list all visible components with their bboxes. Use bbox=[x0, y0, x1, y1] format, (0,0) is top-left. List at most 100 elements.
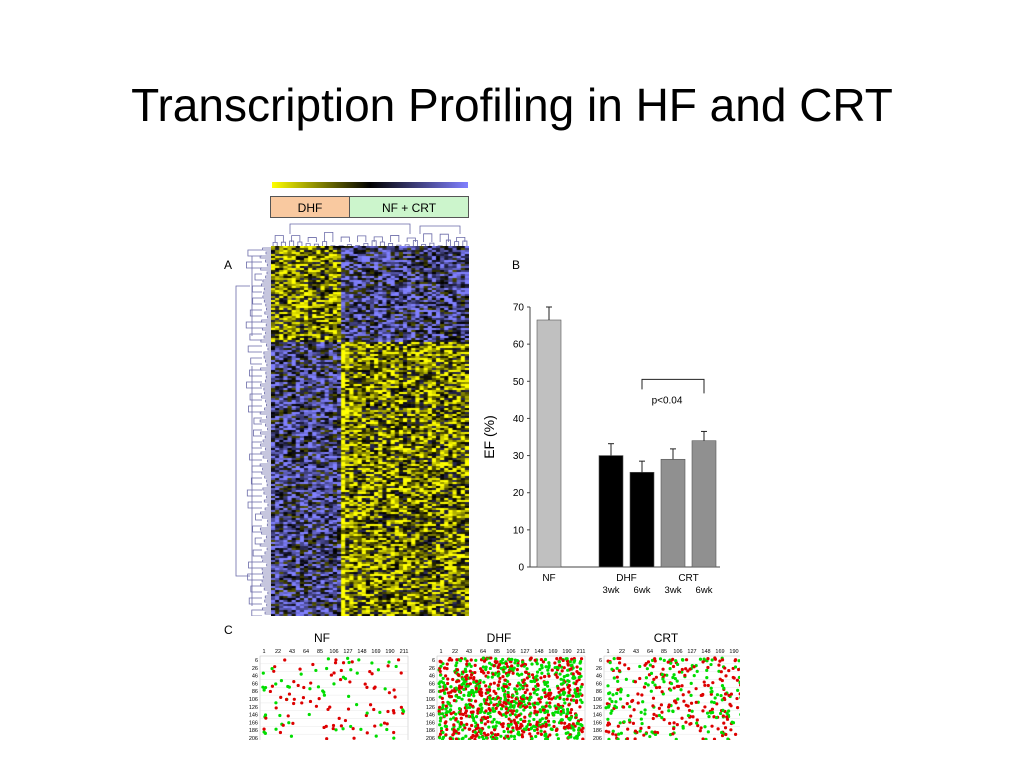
y-axis-label: EF (%) bbox=[481, 415, 497, 459]
scatter-x-tick: 64 bbox=[647, 649, 653, 655]
heatmap-colorscale bbox=[272, 182, 468, 188]
panel-label-b: B bbox=[512, 258, 521, 272]
scatter-y-tick: 186 bbox=[593, 728, 602, 734]
scatter-y-tick: 26 bbox=[252, 666, 258, 672]
scatter-x-tick: 1 bbox=[439, 649, 442, 655]
scatter-y-tick: 146 bbox=[249, 713, 258, 719]
scatter-y-tick: 126 bbox=[593, 705, 602, 711]
scatter-y-tick: 206 bbox=[426, 736, 435, 740]
scatter-x-tick: 211 bbox=[400, 649, 409, 655]
x-group-label: CRT bbox=[678, 573, 698, 584]
scatter-x-tick: 148 bbox=[357, 649, 366, 655]
column-dendrogram bbox=[272, 223, 468, 248]
scatter-x-tick: 85 bbox=[494, 649, 500, 655]
scatter-points bbox=[604, 656, 740, 740]
scatter-x-tick: 190 bbox=[385, 649, 394, 655]
scatter-y-tick: 106 bbox=[426, 697, 435, 703]
scatter-y-tick: 46 bbox=[252, 674, 258, 680]
panel-title: NF bbox=[314, 631, 330, 645]
scatter-y-tick: 6 bbox=[432, 658, 435, 664]
y-tick-label: 0 bbox=[518, 563, 524, 574]
scatter-x-tick: 1 bbox=[606, 649, 609, 655]
scatter-y-tick: 46 bbox=[429, 674, 435, 680]
scatter-y-tick: 186 bbox=[426, 728, 435, 734]
scatter-x-tick: 190 bbox=[729, 649, 738, 655]
scatter-points bbox=[437, 656, 585, 740]
bar bbox=[629, 471, 655, 568]
y-tick-label: 50 bbox=[513, 377, 525, 388]
scatter-x-tick: 106 bbox=[329, 649, 338, 655]
scatter-y-tick: 66 bbox=[429, 681, 435, 687]
scatter-y-tick: 206 bbox=[249, 736, 258, 740]
group-box-dhf: DHF bbox=[270, 196, 350, 218]
scatter-x-tick: 169 bbox=[715, 649, 724, 655]
scatter-x-tick: 64 bbox=[303, 649, 309, 655]
scatter-y-tick: 46 bbox=[596, 674, 602, 680]
y-tick-label: 60 bbox=[513, 340, 525, 351]
scatter-x-tick: 22 bbox=[275, 649, 281, 655]
scatter-y-tick: 146 bbox=[593, 713, 602, 719]
x-sub-label: 3wk bbox=[603, 585, 620, 596]
y-tick-label: 40 bbox=[513, 414, 525, 425]
scatter-y-tick: 106 bbox=[249, 697, 258, 703]
scatter-x-tick: 127 bbox=[343, 649, 352, 655]
scatter-points bbox=[261, 656, 406, 740]
bar bbox=[598, 455, 624, 568]
scatter-x-tick: 148 bbox=[534, 649, 543, 655]
scatter-y-tick: 6 bbox=[599, 658, 602, 664]
scatter-y-tick: 186 bbox=[249, 728, 258, 734]
panel-title: DHF bbox=[487, 631, 512, 645]
scatter-x-tick: 211 bbox=[577, 649, 586, 655]
scatter-y-tick: 66 bbox=[252, 681, 258, 687]
panel-label-c: C bbox=[224, 623, 233, 637]
group-label-dhf: DHF bbox=[297, 201, 323, 215]
p-value-annotation: p<0.04 bbox=[652, 395, 683, 406]
expression-heatmap bbox=[271, 246, 469, 616]
significance-bracket bbox=[641, 378, 705, 394]
scatter-y-tick: 106 bbox=[593, 697, 602, 703]
scatter-x-tick: 22 bbox=[619, 649, 625, 655]
group-box-nf-crt: NF + CRT bbox=[349, 196, 469, 218]
panel-label-a: A bbox=[224, 258, 233, 272]
y-tick-label: 30 bbox=[513, 451, 525, 462]
scatter-y-tick: 66 bbox=[596, 681, 602, 687]
slide-title: Transcription Profiling in HF and CRT bbox=[131, 79, 893, 131]
scatter-y-tick: 166 bbox=[249, 720, 258, 726]
x-sub-label: 6wk bbox=[634, 585, 651, 596]
scatter-x-tick: 190 bbox=[562, 649, 571, 655]
scatter-y-tick: 26 bbox=[429, 666, 435, 672]
bar bbox=[660, 458, 686, 568]
y-tick-label: 70 bbox=[513, 303, 525, 314]
bar bbox=[536, 319, 562, 568]
scatter-x-tick: 85 bbox=[661, 649, 667, 655]
scatter-x-tick: 43 bbox=[466, 649, 472, 655]
x-sub-label: 3wk bbox=[665, 585, 682, 596]
gene-scatter-panels: NF1 22 43 64 85 106 127 148 169 190 21162646668610… bbox=[249, 631, 740, 740]
y-tick-label: 10 bbox=[513, 525, 525, 536]
scatter-y-tick: 26 bbox=[596, 666, 602, 672]
scatter-y-tick: 86 bbox=[596, 689, 602, 695]
scatter-x-tick: 127 bbox=[687, 649, 696, 655]
scatter-x-tick: 106 bbox=[506, 649, 515, 655]
scatter-y-tick: 6 bbox=[255, 658, 258, 664]
row-dendrogram bbox=[235, 247, 272, 616]
scatter-y-tick: 86 bbox=[252, 689, 258, 695]
scatter-x-tick: 1 bbox=[262, 649, 265, 655]
x-group-label: DHF bbox=[616, 573, 637, 584]
scatter-x-tick: 106 bbox=[673, 649, 682, 655]
scatter-y-tick: 166 bbox=[426, 720, 435, 726]
bar bbox=[691, 440, 717, 568]
scatter-x-tick: 148 bbox=[701, 649, 710, 655]
scatter-x-tick: 43 bbox=[289, 649, 295, 655]
scatter-plot-area bbox=[603, 655, 740, 740]
scatter-y-tick: 126 bbox=[426, 705, 435, 711]
scatter-x-tick: 85 bbox=[317, 649, 323, 655]
panel-title: CRT bbox=[654, 631, 679, 645]
scatter-y-tick: 166 bbox=[593, 720, 602, 726]
scatter-y-tick: 146 bbox=[426, 713, 435, 719]
scatter-y-tick: 126 bbox=[249, 705, 258, 711]
scatter-x-tick: 22 bbox=[452, 649, 458, 655]
scatter-x-tick: 64 bbox=[480, 649, 486, 655]
scatter-x-tick: 169 bbox=[548, 649, 557, 655]
